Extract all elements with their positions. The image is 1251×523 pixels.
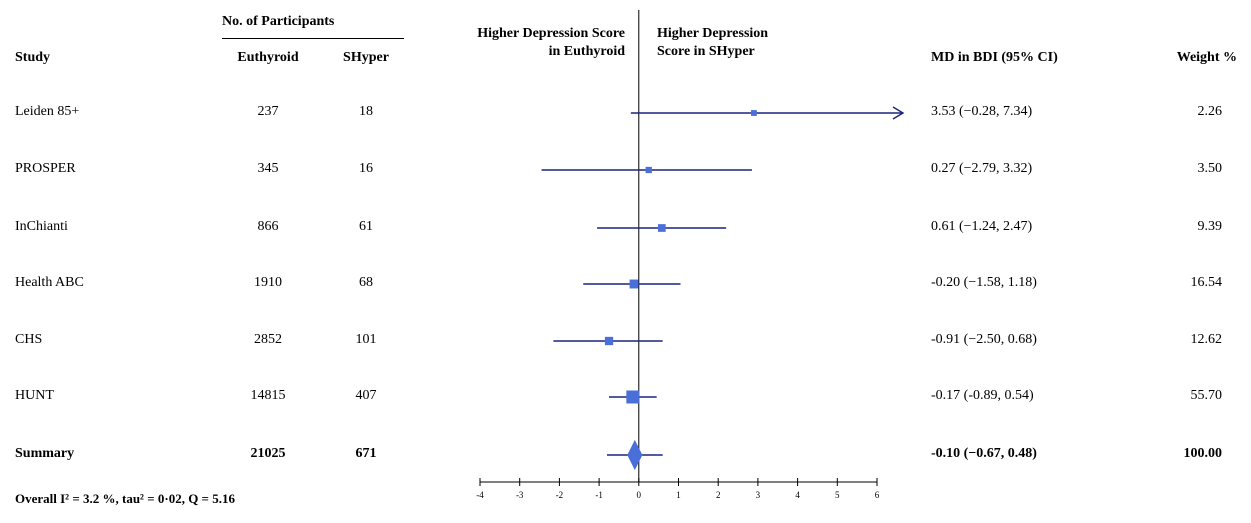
- euthyroid-count: 866: [257, 219, 279, 234]
- weight-value: 16.54: [1190, 275, 1223, 290]
- summary-shyper-count: 671: [355, 446, 377, 461]
- point-estimate: [604, 336, 614, 346]
- shyper-count: 61: [359, 219, 373, 234]
- shyper-count: 18: [359, 104, 373, 119]
- md-ci-value: -0.91 (−2.50, 0.68): [931, 332, 1037, 347]
- x-axis-tick-label: -3: [516, 490, 524, 500]
- shyper-count: 407: [355, 388, 377, 403]
- weight-value: 12.62: [1190, 332, 1223, 347]
- x-axis-tick-label: -2: [556, 490, 564, 500]
- md-ci-value: -0.20 (−1.58, 1.18): [931, 275, 1037, 290]
- study-name: InChianti: [15, 219, 68, 234]
- participants-group-header: No. of Participants: [222, 14, 335, 29]
- point-estimate: [626, 390, 640, 404]
- left-direction-label-line1: Higher Depression Score: [477, 26, 625, 41]
- ci-truncation-arrow: [892, 106, 905, 120]
- summary-diamond: [627, 439, 643, 471]
- md-ci-value: 3.53 (−0.28, 7.34): [931, 104, 1033, 119]
- participants-group-rule: [222, 38, 404, 39]
- weight-value: 55.70: [1190, 388, 1223, 403]
- point-estimate: [751, 110, 757, 116]
- weight-value: 2.26: [1197, 104, 1223, 119]
- x-axis-tick-label: 1: [676, 490, 681, 500]
- euthyroid-count: 2852: [254, 332, 282, 347]
- shyper-count: 68: [359, 275, 373, 290]
- study-name: CHS: [15, 332, 43, 347]
- x-axis-tick-label: -4: [476, 490, 484, 500]
- euthyroid-count: 345: [257, 161, 279, 176]
- md-ci-value: -0.17 (-0.89, 0.54): [931, 388, 1034, 403]
- x-axis-tick-label: 5: [835, 490, 840, 500]
- study-name: PROSPER: [15, 161, 76, 176]
- summary-weight-value: 100.00: [1183, 446, 1223, 461]
- study-name: Leiden 85+: [15, 104, 80, 119]
- x-axis-tick-label: 2: [716, 490, 721, 500]
- md-ci-value: 0.27 (−2.79, 3.32): [931, 161, 1033, 176]
- weight-value: 3.50: [1197, 161, 1223, 176]
- right-direction-label-line2: Score in SHyper: [657, 44, 755, 59]
- summary-euthyroid-count: 21025: [250, 446, 286, 461]
- summary-md-ci-value: -0.10 (−0.67, 0.48): [931, 446, 1037, 461]
- weight-column-header: Weight %: [1176, 50, 1237, 65]
- md-ci-value: 0.61 (−1.24, 2.47): [931, 219, 1033, 234]
- x-axis-tick-label: 6: [875, 490, 880, 500]
- right-direction-label-line1: Higher Depression: [657, 26, 769, 41]
- euthyroid-count: 14815: [250, 388, 286, 403]
- point-estimate: [629, 279, 639, 289]
- weight-value: 9.39: [1197, 219, 1223, 234]
- shyper-column-header: SHyper: [343, 50, 389, 65]
- point-estimate: [657, 224, 666, 232]
- study-name: HUNT: [15, 388, 54, 403]
- shyper-count: 101: [355, 332, 377, 347]
- x-axis-tick-label: 0: [637, 490, 642, 500]
- left-direction-label-line2: in Euthyroid: [548, 44, 625, 59]
- x-axis-tick-label: 4: [795, 490, 800, 500]
- shyper-count: 16: [359, 161, 373, 176]
- euthyroid-count: 1910: [254, 275, 282, 290]
- study-name: Health ABC: [15, 275, 84, 290]
- x-axis-tick-label: 3: [756, 490, 761, 500]
- study-column-header: Study: [15, 50, 51, 65]
- euthyroid-count: 237: [257, 104, 279, 119]
- heterogeneity-footer: Overall I² = 3.2 %, tau² = 0·02, Q = 5.1…: [15, 491, 235, 506]
- md-ci-column-header: MD in BDI (95% CI): [931, 50, 1058, 65]
- summary-label: Summary: [15, 446, 75, 461]
- point-estimate: [645, 166, 652, 174]
- x-axis-tick-label: -1: [595, 490, 603, 500]
- euthyroid-column-header: Euthyroid: [237, 50, 299, 65]
